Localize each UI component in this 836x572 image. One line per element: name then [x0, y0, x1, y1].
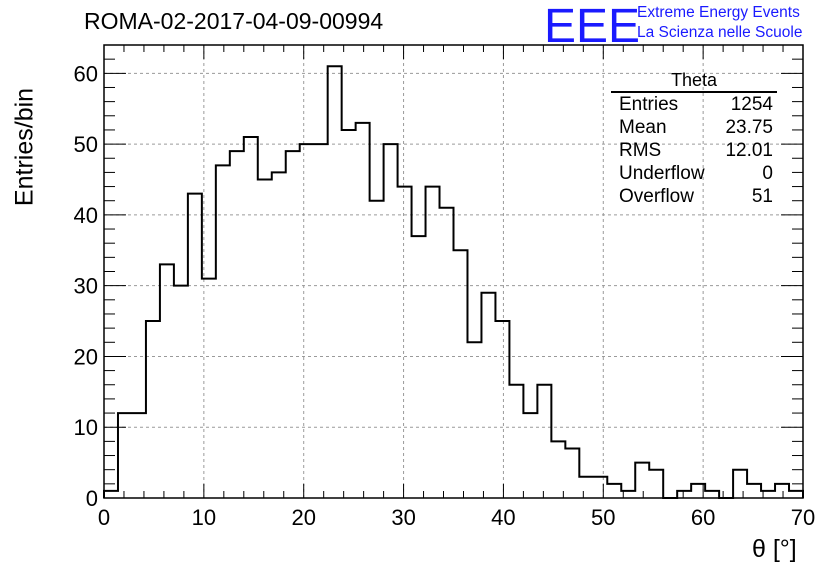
stats-label: RMS: [619, 140, 662, 161]
x-tick-label: 50: [591, 505, 615, 530]
stats-value: 0: [762, 163, 773, 184]
stats-row-rms: RMS 12.01: [611, 139, 777, 162]
eee-logo: EEE: [544, 4, 640, 46]
y-axis-label: Entries/bin: [10, 87, 39, 207]
y-tick-label: 0: [86, 486, 98, 511]
stats-label: Overflow: [619, 186, 694, 207]
x-tick-label: 40: [491, 505, 515, 530]
stats-row-entries: Entries 1254: [611, 93, 777, 116]
y-tick-label: 10: [74, 415, 98, 440]
stats-value: 23.75: [725, 117, 773, 138]
histogram-series: [103, 65, 804, 499]
x-tick-label: 10: [192, 505, 216, 530]
stats-row-mean: Mean 23.75: [611, 116, 777, 139]
stats-label: Mean: [619, 117, 667, 138]
y-tick-label: 30: [74, 274, 98, 299]
y-tick-label: 60: [74, 61, 98, 86]
plot-area: [104, 45, 803, 498]
stats-value: 12.01: [725, 140, 773, 161]
x-tick-label: 30: [391, 505, 415, 530]
y-tick-label: 20: [74, 344, 98, 369]
x-tick-label: 0: [98, 505, 110, 530]
stats-value: 1254: [730, 94, 773, 115]
run-title: ROMA-02-2017-04-09-00994: [84, 8, 384, 34]
stats-row-underflow: Underflow 0: [611, 162, 777, 185]
logo-mark: EEE: [544, 4, 640, 46]
stats-value: 51: [751, 186, 773, 207]
stats-label: Entries: [619, 94, 679, 115]
x-tick-label: 70: [791, 505, 815, 530]
y-axis-label-wrap: Entries/bin: [10, 88, 40, 206]
stats-row-overflow: Overflow 51: [611, 185, 777, 208]
x-tick-label: 20: [291, 505, 315, 530]
stats-box: Theta Entries 1254 Mean 23.75 RMS 12.01 …: [611, 70, 777, 208]
x-tick-label: 60: [691, 505, 715, 530]
stats-label: Underflow: [619, 163, 705, 184]
y-tick-label: 40: [74, 203, 98, 228]
stats-title: Theta: [611, 70, 777, 93]
x-axis-label: θ [°]: [752, 535, 797, 563]
logo-line-1: Extreme Energy Events: [637, 4, 800, 21]
logo-line-2: La Scienza nelle Scuole: [637, 24, 803, 41]
y-tick-label: 50: [74, 132, 98, 157]
